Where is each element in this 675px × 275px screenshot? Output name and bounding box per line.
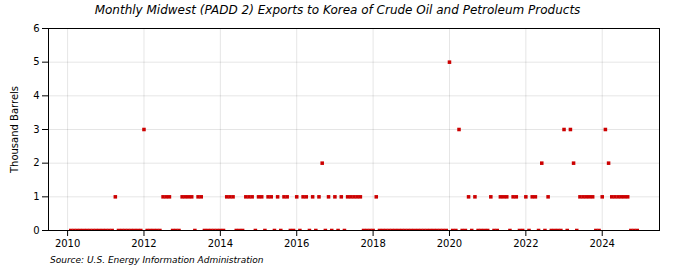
svg-text:2014: 2014	[208, 238, 233, 249]
svg-text:0: 0	[33, 225, 39, 236]
svg-text:3: 3	[33, 124, 39, 135]
svg-text:2: 2	[33, 157, 39, 168]
svg-text:2016: 2016	[284, 238, 309, 249]
svg-text:2012: 2012	[131, 238, 156, 249]
svg-text:4: 4	[33, 90, 39, 101]
svg-text:2010: 2010	[55, 238, 80, 249]
svg-text:2018: 2018	[360, 238, 385, 249]
svg-text:Thousand Barrels: Thousand Barrels	[9, 86, 20, 174]
svg-text:1: 1	[33, 191, 39, 202]
html-text:Monthly Midwest (PADD 2) Expor: Monthly Midwest (PADD 2) Exports to Kore…	[94, 3, 581, 17]
svg-text:2022: 2022	[513, 238, 538, 249]
svg-text:6: 6	[33, 23, 39, 34]
svg-text:2020: 2020	[437, 238, 462, 249]
svg-text:2024: 2024	[589, 238, 614, 249]
html-text:Source: U.S. Energy Informatio: Source: U.S. Energy Information Administ…	[50, 255, 264, 265]
svg-text:5: 5	[33, 56, 39, 67]
